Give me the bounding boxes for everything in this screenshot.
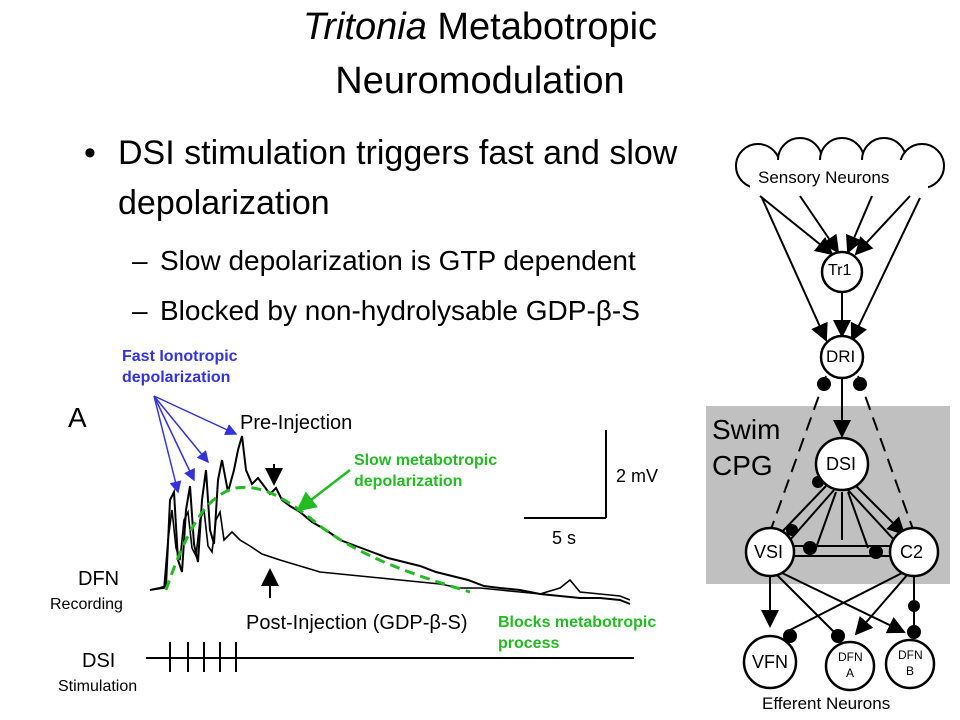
panel-label: A <box>68 402 87 433</box>
slow-depolarization-fit <box>164 485 471 594</box>
pre-injection-label: Pre-Injection <box>240 412 353 434</box>
vfn-node-label: VFN <box>752 652 788 672</box>
sub-dash-1: – <box>132 245 148 276</box>
dfn-b-letter: B <box>906 664 915 678</box>
vsi-node <box>744 526 796 578</box>
post-injection-label: Post-Injection (GDP-β-S) <box>246 612 468 634</box>
blocks-line1: Blocks metabotropic <box>498 614 657 631</box>
tr1-node <box>820 250 864 294</box>
dri-node <box>819 334 865 380</box>
dsi-node-label: DSI <box>826 454 857 474</box>
vfn-node <box>742 634 798 690</box>
scale-time: 5 s <box>552 528 577 548</box>
slow-line1: Slow metabotropic <box>354 452 498 469</box>
c2-node <box>888 526 940 578</box>
dfn-a-letter: A <box>846 666 855 680</box>
bullet-line2: depolarization <box>118 184 330 222</box>
swim-label: Swim <box>712 414 781 445</box>
dfn-a-label: DFN <box>838 650 863 664</box>
sub-bullet-2: Blocked by non-hydrolysable GDP-β-S <box>160 295 640 326</box>
post-injection-trace <box>149 509 631 601</box>
title-italic: Tritonia <box>302 6 427 48</box>
dfn-b-label: DFN <box>898 648 923 662</box>
sub-bullet-1: Slow depolarization is GTP dependent <box>160 245 636 276</box>
sensory-neuron-cluster <box>735 137 945 204</box>
blocks-line2: process <box>498 635 560 652</box>
pre-injection-trace <box>149 435 631 605</box>
sensory-neurons-label: Sensory Neurons <box>758 168 890 187</box>
tr1-label: Tr1 <box>828 262 852 279</box>
scale-voltage: 2 mV <box>616 466 659 486</box>
blocks-metabotropic-annotation: Blocks metabotropic process <box>498 612 656 654</box>
cpg-label: CPG <box>712 450 773 481</box>
dsi-trace-label: DSI <box>82 650 116 672</box>
slide-title-line2: Neuromodulation <box>335 60 625 102</box>
dsi-node <box>814 436 870 492</box>
title-rest: Metabotropic <box>426 6 658 48</box>
fast-ionotropic-annotation: Fast Ionotropic depolarization <box>122 346 238 388</box>
fast-line1: Fast Ionotropic <box>122 348 238 365</box>
dfn-a-node <box>824 640 876 692</box>
slow-line2: depolarization <box>354 473 463 490</box>
efferent-neurons-label: Efferent Neurons <box>762 694 891 713</box>
recording-label: Recording <box>50 596 123 613</box>
slow-metabotropic-annotation: Slow metabotropic depolarization <box>354 450 497 492</box>
dfn-b-node <box>884 638 936 690</box>
c2-node-label: C2 <box>900 542 924 562</box>
bullet-line1: DSI stimulation triggers fast and slow <box>118 134 678 172</box>
bullet-dot: • <box>84 134 96 172</box>
dfn-trace-label: DFN <box>78 568 120 590</box>
vsi-node-label: VSI <box>754 542 784 562</box>
sub-dash-2: – <box>132 295 148 326</box>
stimulation-label: Stimulation <box>58 678 138 695</box>
fast-line2: depolarization <box>122 369 231 386</box>
slide-title-line1: Tritonia Metabotropic <box>0 4 960 50</box>
dri-label: DRI <box>826 347 856 366</box>
